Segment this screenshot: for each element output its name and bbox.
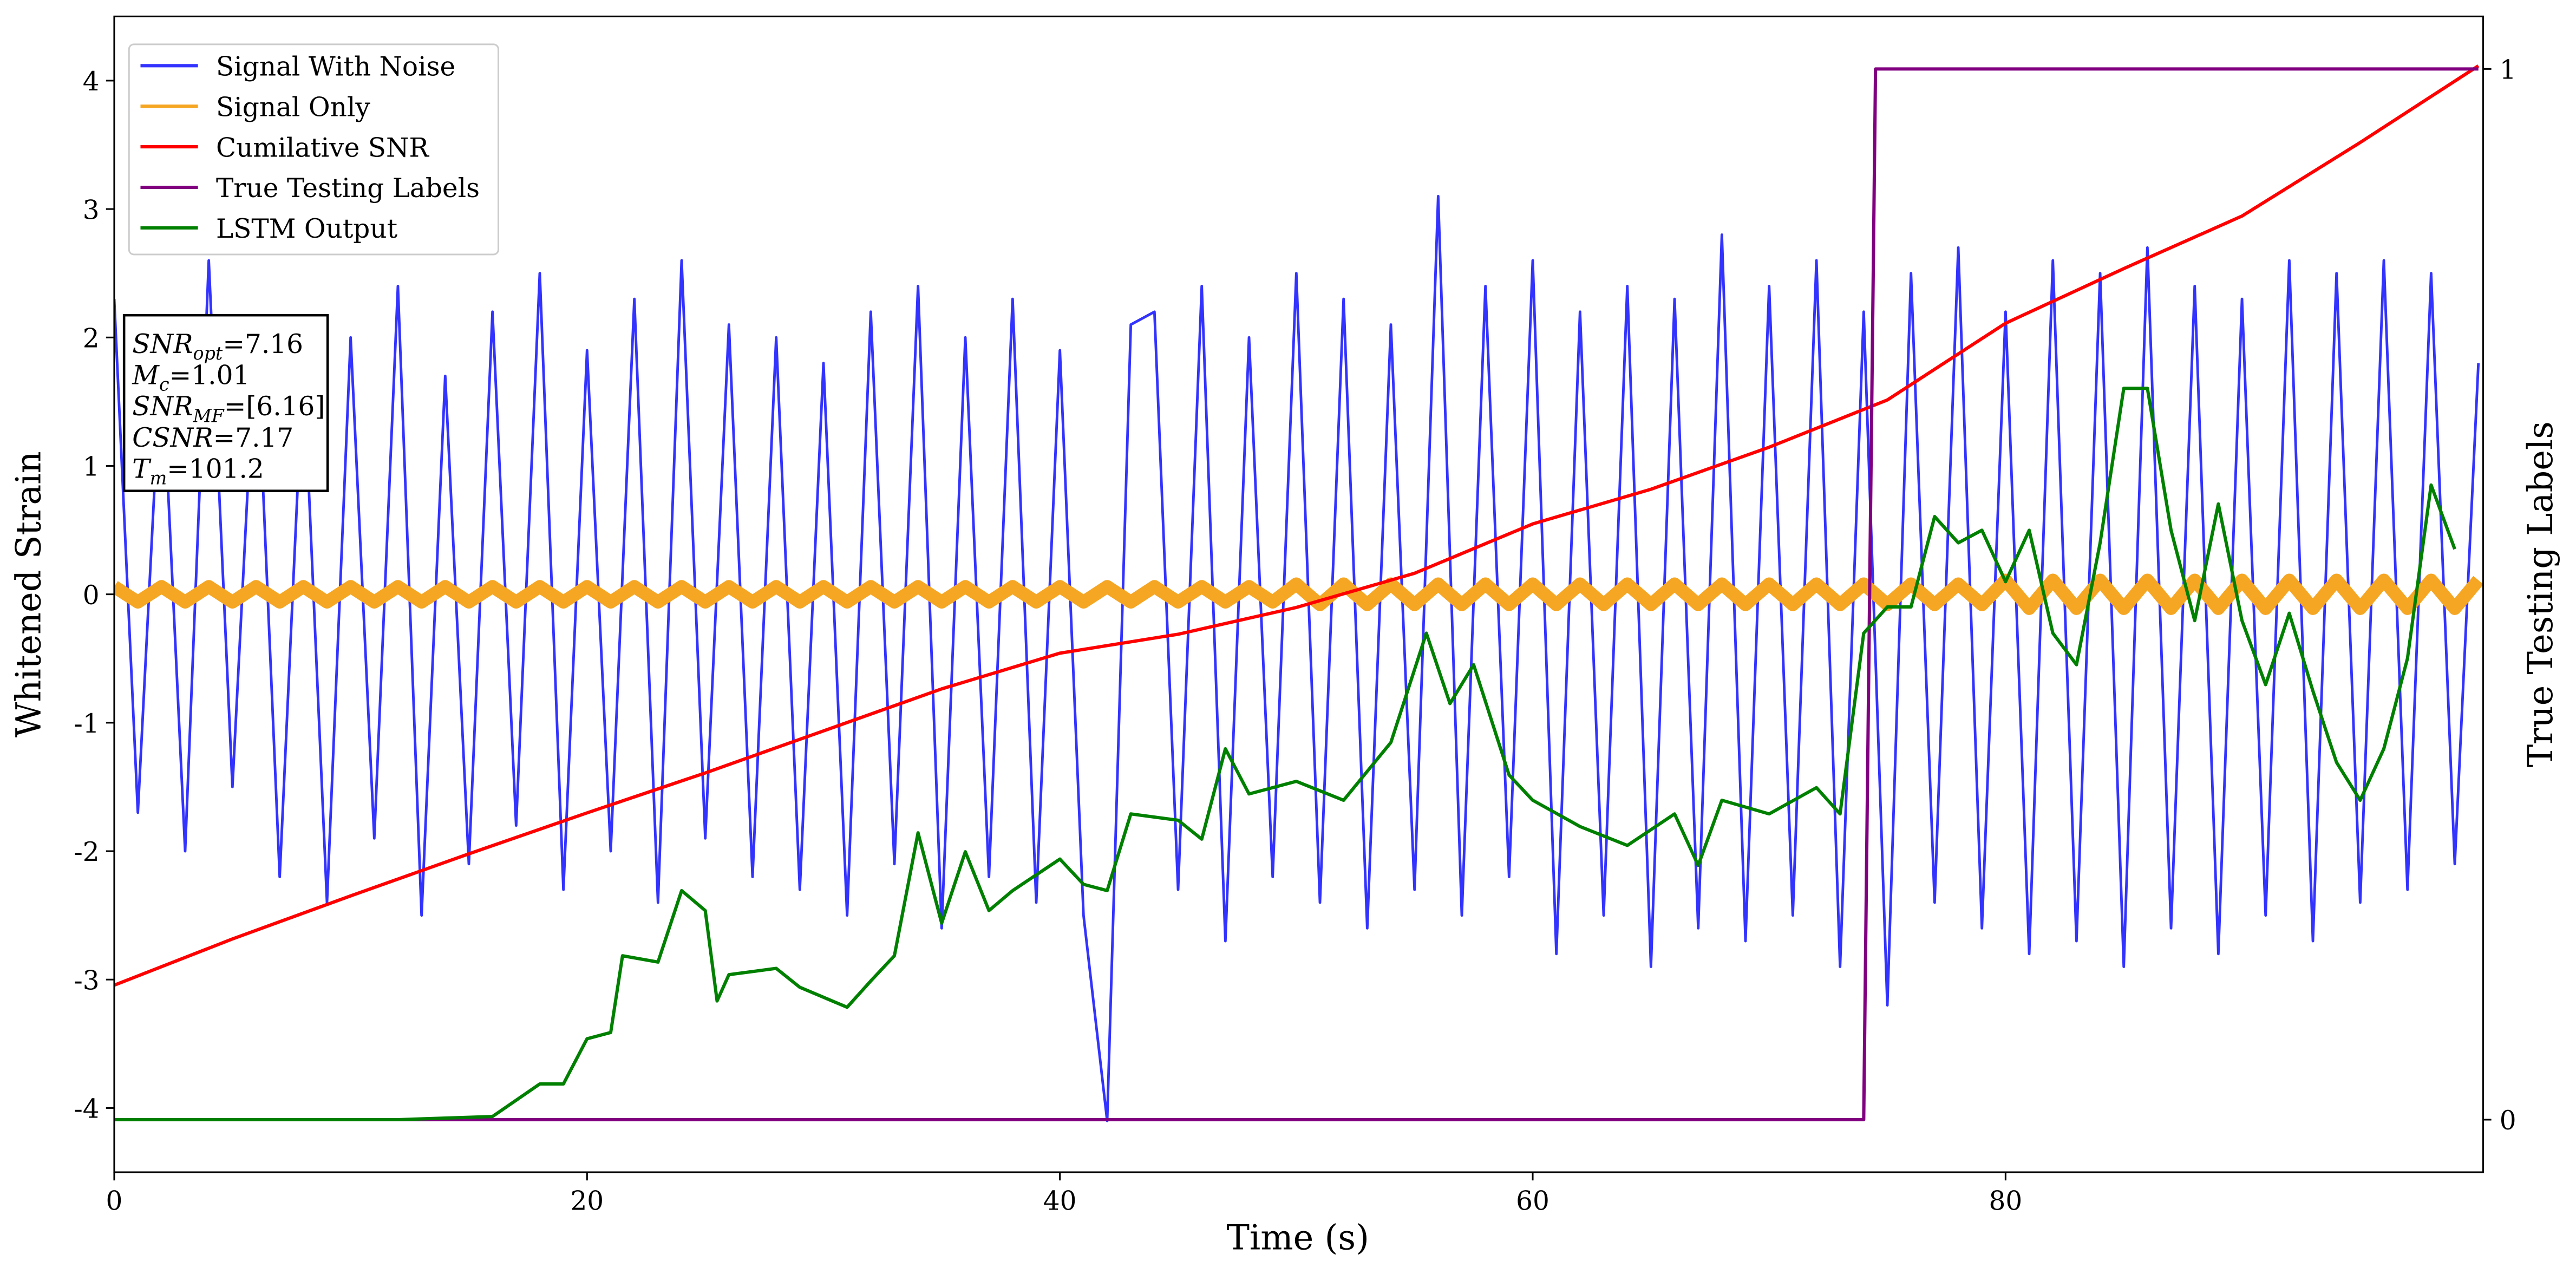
series-line bbox=[114, 67, 2479, 1122]
annotation-text: =7.17 bbox=[213, 423, 294, 453]
series-line bbox=[114, 387, 2456, 1122]
legend-label: LSTM Output bbox=[216, 214, 398, 244]
y-axis-label: Whitened Strain bbox=[9, 451, 49, 737]
annotation-symbol: CSNR bbox=[132, 423, 213, 453]
x-tick-label: 20 bbox=[570, 1186, 604, 1217]
annotation-subscript: MF bbox=[193, 405, 225, 426]
annotation-symbol: T bbox=[132, 454, 152, 484]
y-tick-label: -2 bbox=[74, 837, 99, 867]
annotation-symbol: SNR bbox=[132, 391, 193, 422]
annotation-text: =101.2 bbox=[167, 454, 264, 484]
annotation-symbol: M bbox=[132, 361, 160, 391]
annotation-symbol: SNR bbox=[132, 329, 193, 360]
x-tick-label: 80 bbox=[1989, 1186, 2023, 1217]
annotation-line: SNRMF=[6.16] bbox=[132, 391, 325, 426]
y-tick-label: -3 bbox=[74, 965, 99, 996]
series-line bbox=[114, 64, 2480, 987]
plot-area bbox=[114, 64, 2483, 1122]
y2-tick-label: 0 bbox=[2500, 1106, 2516, 1136]
annotation-line: CSNR=7.17 bbox=[132, 423, 293, 453]
y2-tick-label: 1 bbox=[2500, 55, 2516, 86]
legend-label: Cumilative SNR bbox=[216, 133, 429, 163]
annotation-subscript: m bbox=[150, 468, 167, 489]
x-tick-label: 60 bbox=[1516, 1186, 1549, 1217]
y-tick-label: 2 bbox=[83, 323, 100, 354]
legend-box bbox=[128, 43, 500, 256]
annotation: SNRopt=7.16Mc=1.01SNRMF=[6.16]CSNR=7.17T… bbox=[122, 313, 329, 492]
annotation-line: SNRopt=7.16 bbox=[132, 329, 303, 364]
y-tick-label: 0 bbox=[83, 580, 100, 611]
annotation-text: =7.16 bbox=[223, 329, 303, 360]
y2-axis-label: True Testing Labels bbox=[2521, 421, 2561, 767]
annotation-text: =[6.16] bbox=[224, 391, 325, 422]
y-tick-label: 4 bbox=[83, 67, 100, 97]
y-tick-label: -1 bbox=[74, 709, 99, 739]
legend: Signal With Noise Signal Only Cumilative S… bbox=[128, 43, 500, 256]
annotation-line: Tm=101.2 bbox=[132, 454, 264, 488]
y-tick-label: 1 bbox=[83, 452, 100, 482]
series-line bbox=[114, 194, 2480, 1122]
x-tick-label: 0 bbox=[106, 1186, 123, 1217]
y-tick-label: -4 bbox=[74, 1094, 99, 1125]
annotation-subscript: c bbox=[159, 374, 169, 395]
x-axis-label: Time (s) bbox=[1226, 1218, 1369, 1258]
annotation-box bbox=[122, 313, 329, 492]
legend-label: Signal With Noise bbox=[216, 51, 455, 82]
y-tick-label: 3 bbox=[83, 195, 100, 225]
series-line bbox=[114, 573, 2483, 615]
x-tick-label: 40 bbox=[1043, 1186, 1077, 1217]
annotation-line: Mc=1.01 bbox=[132, 361, 250, 395]
annotation-subscript: opt bbox=[193, 343, 223, 364]
legend-label: True Testing Labels bbox=[216, 173, 480, 204]
annotation-text: =1.01 bbox=[169, 361, 250, 391]
legend-label: Signal Only bbox=[216, 92, 370, 122]
